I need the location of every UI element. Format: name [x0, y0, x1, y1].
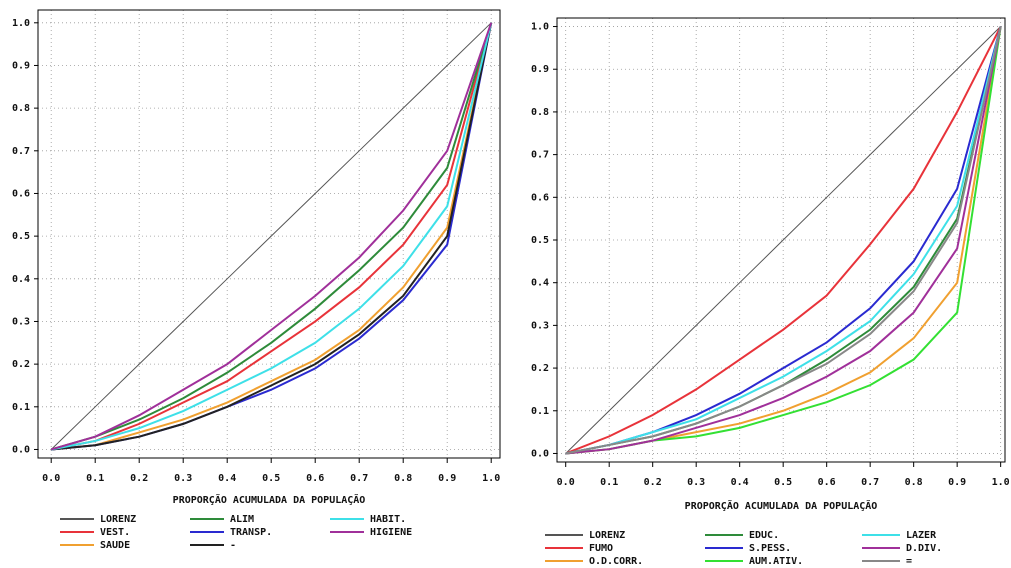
legend-label: ALIM	[230, 514, 254, 525]
legend-label: TRANSP.	[230, 527, 272, 538]
y-tick-label: 0.8	[531, 107, 549, 118]
y-tick-label: 0.4	[531, 278, 549, 289]
series-line	[51, 22, 493, 451]
y-tick-label: 0.5	[531, 235, 549, 246]
x-tick-label: 0.2	[130, 473, 148, 484]
y-tick-label: 0.9	[12, 60, 30, 71]
y-tick-label: 1.0	[12, 18, 30, 29]
x-tick-label: 1.0	[992, 477, 1010, 488]
series-line	[51, 22, 493, 451]
x-tick-label: 0.9	[948, 477, 966, 488]
y-tick-label: 0.7	[531, 150, 549, 161]
x-axis-label: PROPORÇÃO ACUMULADA DA POPULAÇÃO	[685, 499, 878, 512]
legend-label: EDUC.	[749, 530, 779, 541]
y-tick-label: 0.2	[531, 363, 549, 374]
y-tick-label: 0.0	[12, 444, 30, 455]
series-line	[565, 26, 1002, 455]
legend-label: LORENZ	[589, 530, 625, 541]
y-tick-label: 0.2	[12, 359, 30, 370]
series-line	[50, 22, 493, 451]
x-tick-label: 0.9	[438, 473, 456, 484]
y-tick-label: 1.0	[531, 22, 549, 33]
legend-label: LAZER	[906, 530, 937, 541]
series-line	[51, 22, 493, 451]
legend-label: VEST.	[100, 527, 130, 538]
plot-frame	[556, 17, 1006, 463]
y-tick-label: 0.4	[12, 274, 30, 285]
legend-label: LORENZ	[100, 514, 136, 525]
x-tick-label: 0.4	[731, 477, 749, 488]
y-tick-label: 0.8	[12, 103, 30, 114]
x-tick-label: 0.1	[600, 477, 618, 488]
y-tick-label: 0.3	[531, 320, 549, 331]
x-tick-label: 1.0	[482, 473, 500, 484]
x-tick-label: 0.2	[644, 477, 662, 488]
y-tick-label: 0.0	[531, 448, 549, 459]
x-tick-label: 0.7	[350, 473, 368, 484]
y-tick-label: 0.1	[531, 406, 549, 417]
y-tick-label: 0.6	[12, 188, 30, 199]
legend-label: HABIT.	[370, 514, 406, 525]
y-tick-label: 0.7	[12, 146, 30, 157]
legend-label: O.D.CORR.	[589, 556, 643, 567]
x-tick-label: 0.6	[306, 473, 324, 484]
x-tick-label: 0.3	[687, 477, 705, 488]
x-tick-label: 0.8	[905, 477, 923, 488]
series-line	[50, 22, 493, 451]
plot-frame	[37, 9, 501, 459]
x-tick-label: 0.5	[262, 473, 280, 484]
legend-label: =	[906, 556, 912, 567]
series-line	[565, 26, 1002, 455]
series-line	[51, 22, 493, 451]
x-tick-label: 0.8	[394, 473, 412, 484]
series-line	[565, 26, 1002, 454]
y-tick-label: 0.9	[531, 64, 549, 75]
legend-label: D.DIV.	[906, 543, 942, 554]
legend-label: AUM.ATIV.	[749, 556, 803, 567]
legend-label: S.PESS.	[749, 543, 791, 554]
x-axis-label: PROPORÇÃO ACUMULADA DA POPULAÇÃO	[173, 493, 366, 506]
x-tick-label: 0.1	[86, 473, 104, 484]
x-tick-label: 0.6	[818, 477, 836, 488]
x-tick-label: 0.3	[174, 473, 192, 484]
x-tick-label: 0.5	[774, 477, 792, 488]
x-tick-label: 0.0	[42, 473, 60, 484]
series-line	[50, 22, 492, 450]
x-tick-label: 0.4	[218, 473, 236, 484]
legend-label: FUMO	[589, 543, 613, 554]
y-tick-label: 0.1	[12, 402, 30, 413]
x-tick-label: 0.7	[861, 477, 879, 488]
y-tick-label: 0.5	[12, 231, 30, 242]
legend-label: -	[230, 540, 236, 551]
x-tick-label: 0.0	[557, 477, 575, 488]
legend-label: SAUDE	[100, 540, 130, 551]
y-tick-label: 0.3	[12, 316, 30, 327]
series-line	[565, 26, 1002, 455]
y-tick-label: 0.6	[531, 192, 549, 203]
legend-label: HIGIENE	[370, 527, 412, 538]
series-line	[565, 26, 1002, 455]
